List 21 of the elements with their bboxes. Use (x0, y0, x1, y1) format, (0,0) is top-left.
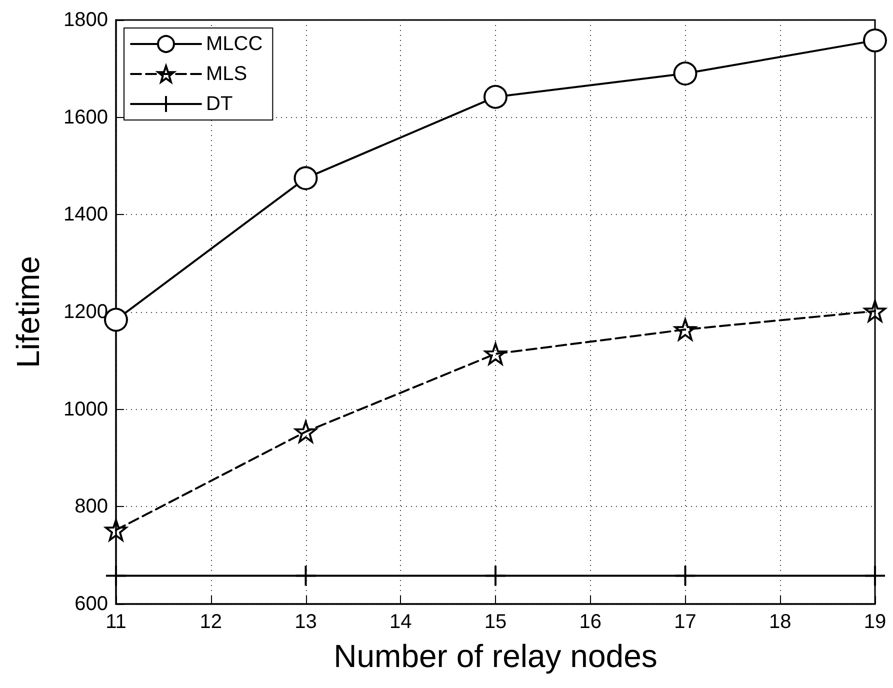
x-tick-label: 19 (864, 611, 886, 633)
y-tick-label: 1600 (64, 106, 108, 128)
x-tick-label: 17 (674, 611, 696, 633)
x-tick-label: 18 (769, 611, 792, 633)
x-tick-label: 11 (106, 611, 126, 633)
x-tick-label: 12 (200, 611, 222, 633)
x-tick-label: 15 (484, 611, 507, 633)
y-tick-label: 1000 (64, 398, 108, 420)
legend-label: MLS (206, 63, 248, 85)
x-tick-label: 14 (390, 611, 412, 633)
y-tick-label: 1800 (64, 9, 108, 31)
x-tick-label: 16 (579, 611, 602, 633)
y-tick-label: 800 (74, 496, 108, 518)
legend-label: MLCC (206, 33, 263, 55)
y-tick-label: 1400 (64, 204, 108, 226)
y-axis-title: Lifetime (10, 256, 46, 368)
legend-label: DT (206, 93, 233, 115)
y-tick-label: 600 (74, 593, 108, 615)
x-axis-title: Number of relay nodes (334, 638, 658, 674)
y-tick-label: 1200 (64, 301, 108, 323)
x-tick-label: 13 (294, 611, 317, 633)
